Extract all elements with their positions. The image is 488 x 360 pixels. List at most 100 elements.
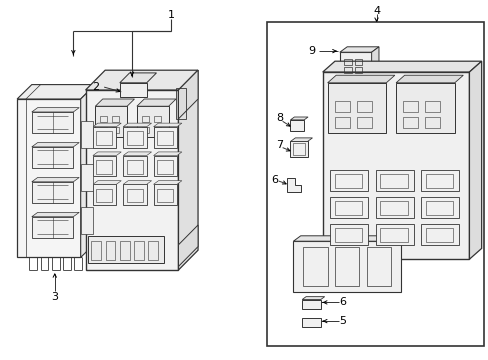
Bar (142, 116, 148, 122)
Polygon shape (339, 52, 371, 76)
Bar (425, 117, 439, 128)
Bar (93, 184, 116, 205)
Bar (380, 174, 407, 188)
Bar (88, 236, 163, 263)
Polygon shape (95, 99, 134, 106)
Polygon shape (32, 212, 79, 217)
Polygon shape (322, 72, 468, 259)
Polygon shape (178, 70, 198, 270)
Bar (303, 247, 327, 286)
Polygon shape (32, 143, 79, 147)
Bar (157, 131, 173, 145)
Polygon shape (153, 152, 182, 156)
Bar (120, 241, 129, 260)
Polygon shape (85, 70, 198, 90)
Text: 9: 9 (308, 46, 315, 56)
Bar (334, 117, 349, 128)
Polygon shape (17, 85, 95, 99)
Bar (334, 247, 359, 286)
Bar (142, 127, 148, 133)
Polygon shape (93, 123, 121, 127)
Bar (356, 117, 371, 128)
Polygon shape (468, 61, 481, 259)
Polygon shape (123, 152, 151, 156)
Bar (123, 184, 146, 205)
Bar (420, 170, 458, 191)
Bar (93, 156, 116, 176)
Polygon shape (153, 123, 182, 127)
Bar (154, 127, 161, 133)
Bar (292, 143, 305, 155)
Bar (329, 224, 367, 245)
Bar (154, 116, 161, 122)
Bar (153, 156, 177, 176)
Polygon shape (85, 90, 178, 270)
Bar (395, 83, 454, 133)
Bar (126, 160, 142, 174)
Bar (95, 106, 127, 137)
Bar (32, 112, 73, 133)
Polygon shape (286, 178, 300, 192)
Polygon shape (395, 75, 462, 83)
Bar (354, 67, 362, 73)
Bar (91, 241, 101, 260)
Text: 5: 5 (338, 316, 345, 326)
Bar (32, 217, 73, 238)
Polygon shape (327, 75, 394, 83)
Polygon shape (153, 181, 182, 184)
Bar (126, 131, 142, 145)
Bar (153, 184, 177, 205)
Bar (420, 197, 458, 218)
Polygon shape (93, 152, 121, 156)
Bar (96, 189, 112, 202)
Bar (343, 67, 351, 73)
Text: 3: 3 (51, 292, 58, 302)
Bar (112, 127, 119, 133)
Bar (425, 228, 452, 242)
Bar (157, 189, 173, 202)
Polygon shape (32, 177, 79, 182)
Bar (366, 247, 390, 286)
Bar (96, 131, 112, 145)
Bar (302, 300, 320, 309)
Text: 6: 6 (338, 297, 345, 307)
Bar (334, 174, 362, 188)
Bar (266, 22, 483, 346)
Bar (354, 59, 362, 65)
Polygon shape (290, 120, 304, 131)
Bar (380, 201, 407, 215)
Bar (32, 182, 73, 203)
Text: 4: 4 (372, 6, 379, 16)
Bar (134, 241, 143, 260)
Bar (137, 106, 168, 137)
Polygon shape (32, 108, 79, 112)
Text: 8: 8 (276, 113, 283, 123)
Bar (420, 224, 458, 245)
Bar (148, 241, 158, 260)
Polygon shape (93, 181, 121, 184)
Bar (375, 197, 413, 218)
Bar (425, 201, 452, 215)
Bar (81, 121, 93, 148)
Polygon shape (290, 117, 307, 120)
Bar (120, 83, 146, 97)
Bar (123, 127, 146, 148)
Polygon shape (293, 241, 400, 292)
Bar (425, 174, 452, 188)
Text: 1: 1 (167, 10, 174, 20)
Polygon shape (81, 85, 95, 257)
Bar (327, 83, 386, 133)
Bar (100, 127, 107, 133)
Polygon shape (137, 99, 176, 106)
Bar (93, 127, 116, 148)
Bar (100, 116, 107, 122)
Polygon shape (371, 47, 378, 76)
Polygon shape (322, 61, 481, 72)
Polygon shape (290, 141, 307, 157)
Bar (81, 207, 93, 234)
Bar (334, 228, 362, 242)
Bar (356, 101, 371, 112)
Bar (334, 201, 362, 215)
Bar (32, 147, 73, 168)
Bar (157, 160, 173, 174)
